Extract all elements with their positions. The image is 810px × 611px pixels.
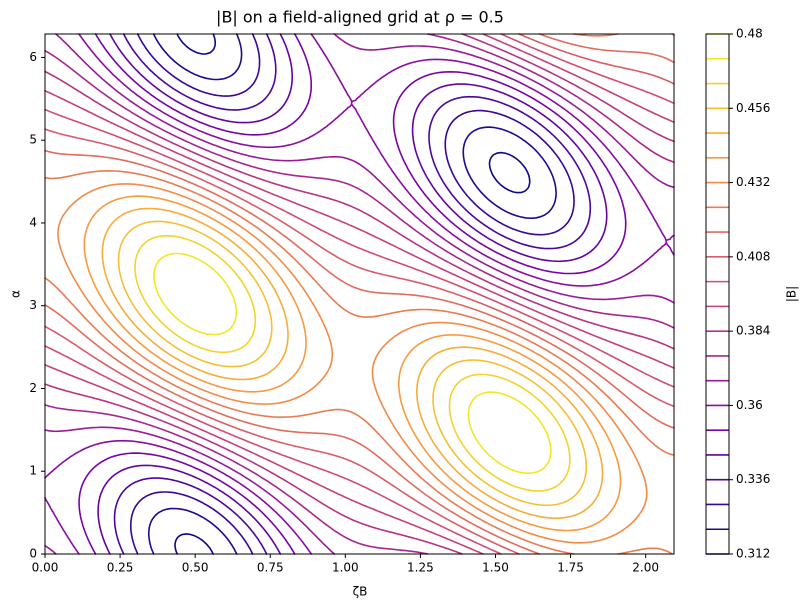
- contour-line: [44, 33, 675, 555]
- x-tick-label: 0.00: [32, 561, 59, 575]
- x-tick-label: 1.00: [332, 561, 359, 575]
- colorbar-tick-label: 0.336: [736, 472, 770, 486]
- contour-line: [44, 33, 675, 555]
- colorbar-label: |B|: [785, 286, 799, 302]
- x-axis-label: ζB: [353, 585, 368, 599]
- contour-line: [44, 33, 675, 555]
- contour-line: [153, 252, 552, 474]
- x-tick-label: 2.00: [632, 561, 659, 575]
- colorbar-frame: [705, 33, 730, 555]
- y-tick-label: 6: [29, 50, 37, 64]
- contour-line: [44, 33, 675, 555]
- x-tick-label: 1.75: [557, 561, 584, 575]
- colorbar-tick-label: 0.48: [736, 27, 763, 41]
- contour-line: [134, 234, 571, 492]
- contour-line: [148, 33, 557, 555]
- plot-frame: [44, 33, 675, 555]
- contour-line: [97, 33, 608, 555]
- contour-line: [44, 33, 675, 555]
- contour-line: [57, 183, 648, 544]
- contour-line: [113, 33, 592, 555]
- contour-line: [117, 220, 588, 507]
- colorbar-tick-label: 0.36: [736, 398, 763, 412]
- x-tick-label: 1.50: [482, 561, 509, 575]
- contour-line: [44, 33, 675, 555]
- contour-line: [44, 33, 675, 555]
- y-tick-label: 4: [29, 215, 37, 229]
- colorbar-tick-label: 0.312: [736, 547, 770, 561]
- contour-line: [174, 33, 531, 555]
- x-tick-label: 0.50: [182, 561, 209, 575]
- colorbar-tick-label: 0.456: [736, 101, 770, 115]
- y-tick-label: 3: [29, 298, 37, 312]
- x-tick-label: 1.25: [407, 561, 434, 575]
- y-tick-label: 0: [29, 547, 37, 561]
- contour-line: [44, 33, 675, 555]
- contour-line: [130, 33, 575, 555]
- contour-line: [101, 207, 604, 519]
- y-axis-label: α: [9, 290, 23, 298]
- contour-line: [83, 195, 622, 532]
- y-tick-label: 1: [29, 464, 37, 478]
- contour-line: [78, 33, 627, 555]
- colorbar-tick-label: 0.384: [736, 324, 770, 338]
- colorbar-tick-label: 0.408: [736, 249, 770, 263]
- contour-line: [44, 33, 675, 555]
- y-tick-label: 2: [29, 381, 37, 395]
- chart-title: |B| on a field-aligned grid at ρ = 0.5: [216, 8, 504, 27]
- y-tick-label: 5: [29, 133, 37, 147]
- x-tick-label: 0.25: [107, 561, 134, 575]
- colorbar-tick-label: 0.432: [736, 175, 770, 189]
- x-tick-label: 0.75: [257, 561, 284, 575]
